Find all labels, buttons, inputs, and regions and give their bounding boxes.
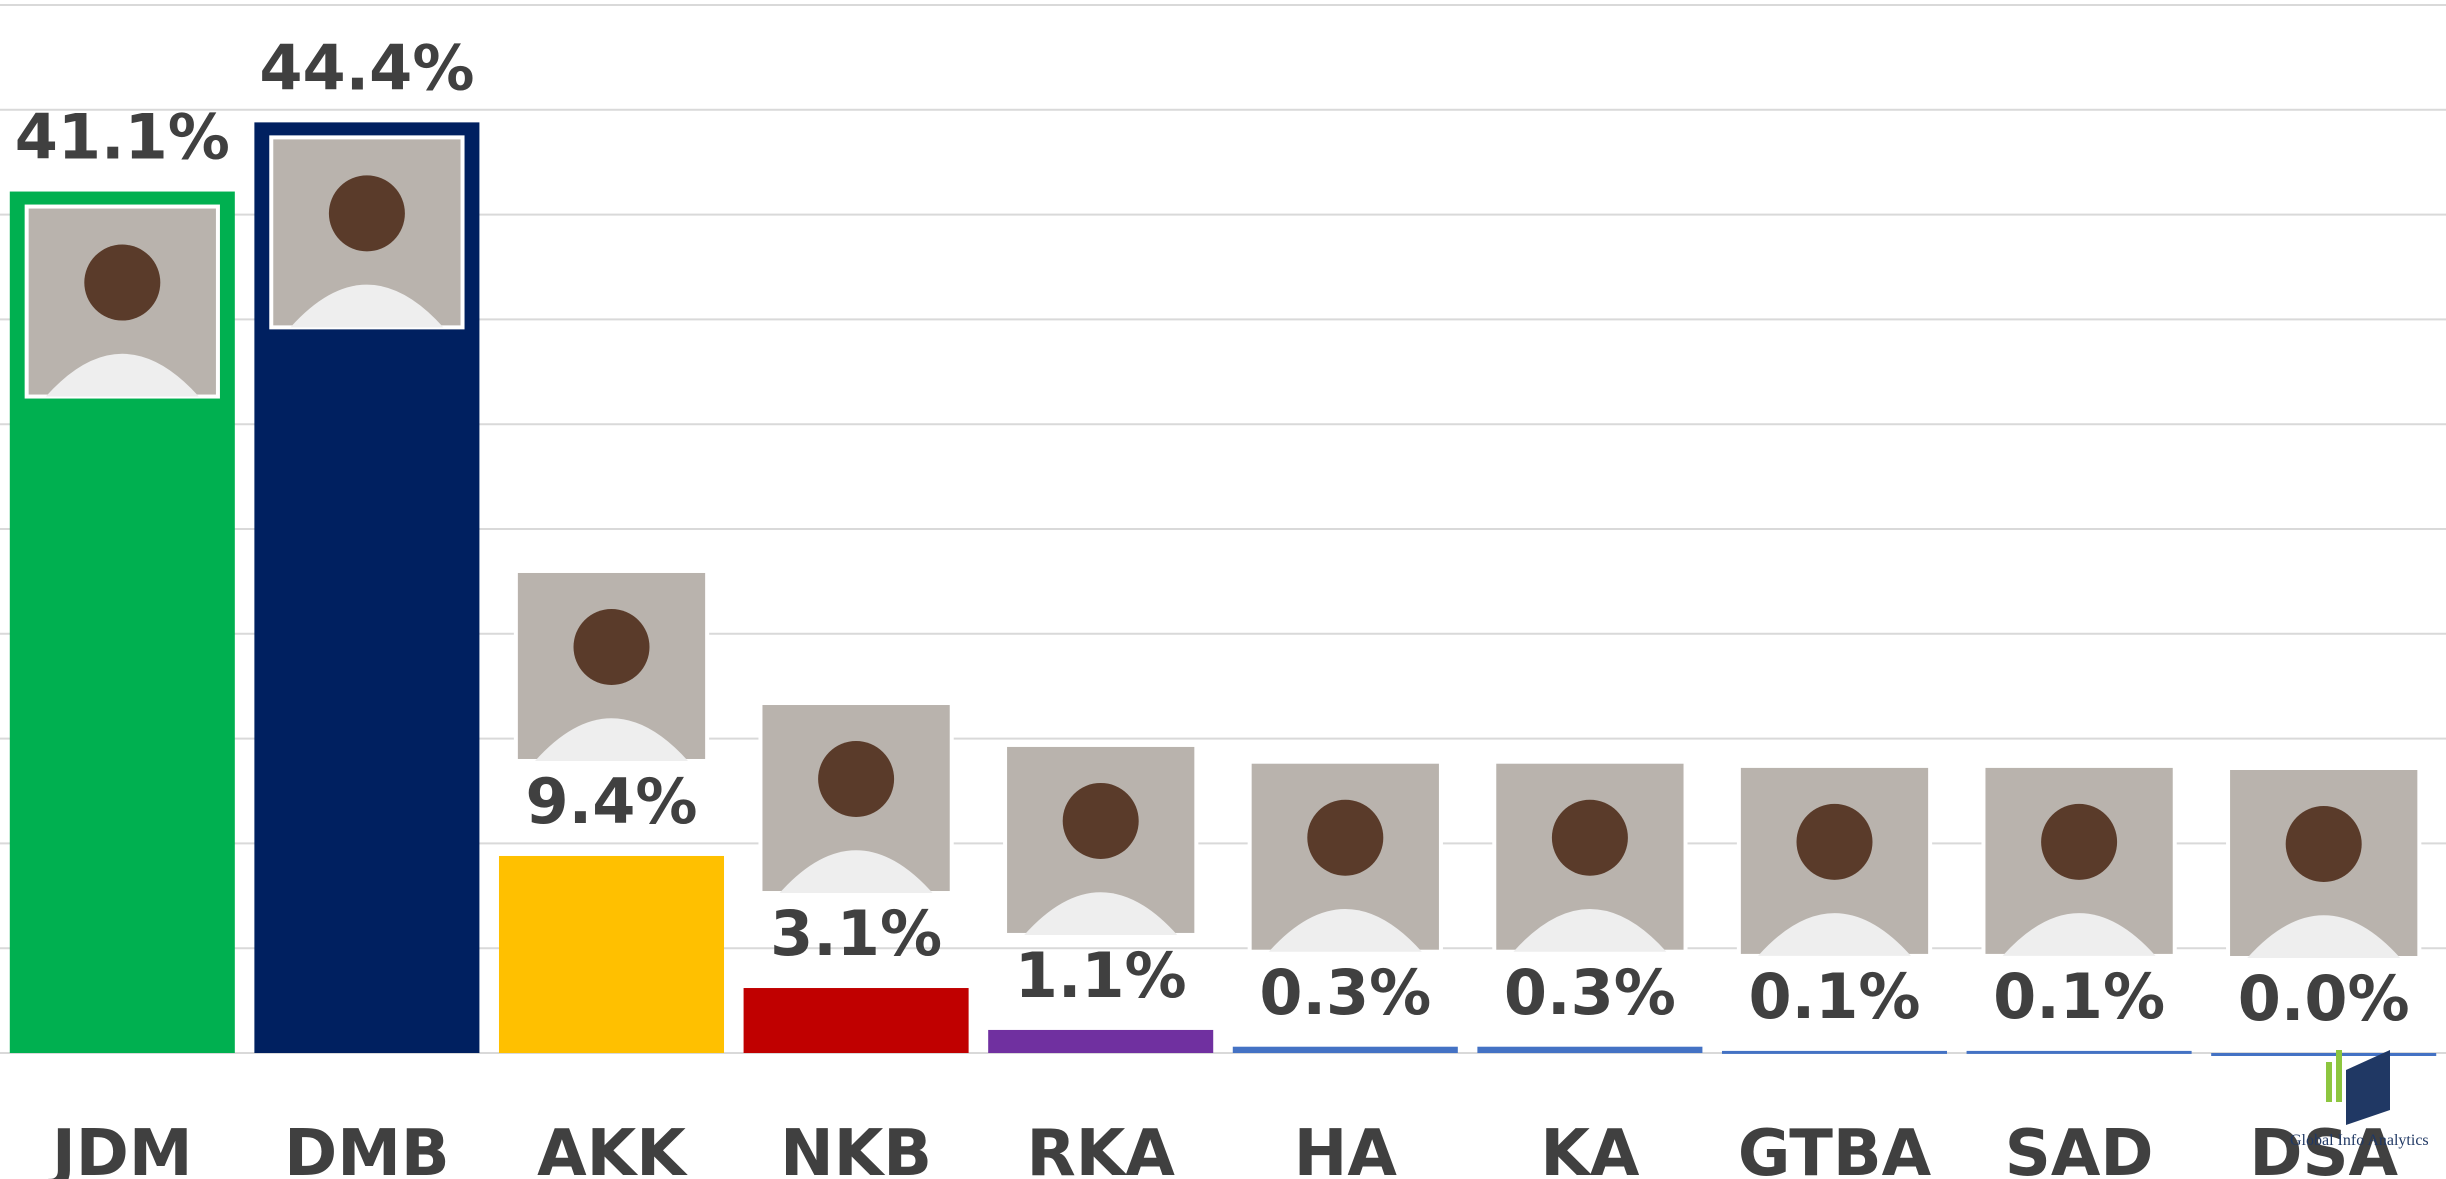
bar: [988, 1029, 1214, 1053]
bar: [498, 855, 725, 1053]
value-label: 0.3%: [1504, 956, 1676, 1029]
x-tick-label: DSA: [2249, 1117, 2398, 1179]
value-label: 41.1%: [15, 101, 230, 174]
bar: [1232, 1046, 1458, 1053]
photo-face: [1796, 803, 1873, 880]
x-tick-label: DMB: [284, 1117, 450, 1179]
x-tick-label: RKA: [1026, 1117, 1175, 1179]
x-tick-label: NKB: [780, 1117, 932, 1179]
x-tick-label: GTBA: [1738, 1117, 1932, 1179]
bars: JDM 41.1% DMB 44.4% AKK 9.4% NKB 3.1% RKA 1.1% HA 0…: [9, 31, 2437, 1179]
x-tick-label: JDM: [48, 1117, 193, 1179]
bar: [743, 988, 969, 1053]
photo-face: [328, 175, 405, 252]
value-label: 0.1%: [1993, 960, 2165, 1033]
value-label: 0.3%: [1259, 956, 1431, 1029]
value-label: 44.4%: [259, 31, 474, 104]
logo-bar: [2326, 1062, 2332, 1102]
photo-face: [1307, 799, 1384, 876]
photo-body: [1024, 892, 1178, 935]
photo-face: [2285, 806, 2362, 882]
logo-bar: [2336, 1050, 2342, 1102]
photo-body: [290, 284, 444, 328]
photo-face: [1551, 799, 1628, 876]
bar: [1477, 1046, 1703, 1053]
photo-body: [45, 353, 199, 397]
photo-face: [573, 608, 650, 685]
x-tick-label: KA: [1540, 1117, 1640, 1179]
photo-body: [1757, 913, 1912, 956]
photo-face: [1062, 782, 1139, 859]
photo-body: [1268, 908, 1422, 952]
value-label: 0.1%: [1749, 960, 1921, 1033]
logo: Global Info Analytics: [2290, 1050, 2429, 1149]
x-tick-label: AKK: [537, 1117, 688, 1179]
value-label: 0.0%: [2238, 962, 2410, 1035]
photo-body: [534, 718, 689, 761]
value-label: 9.4%: [526, 765, 698, 838]
photo-body: [2247, 915, 2401, 958]
logo-shape: [2346, 1050, 2390, 1125]
value-label: 3.1%: [770, 897, 942, 970]
photo-face: [2041, 803, 2118, 880]
bar: [2211, 1053, 2437, 1056]
photo-face: [818, 741, 895, 818]
x-tick-label: SAD: [2005, 1117, 2154, 1179]
value-label: 1.1%: [1015, 939, 1187, 1012]
watermark: Global Info Analytics: [2290, 1132, 2429, 1149]
bar: [1966, 1050, 2192, 1054]
photo-face: [84, 244, 161, 321]
photo-body: [1513, 908, 1667, 952]
bar: [1721, 1050, 1948, 1054]
x-tick-label: HA: [1294, 1117, 1398, 1179]
photo-body: [2002, 913, 2156, 956]
photo-body: [779, 850, 933, 894]
